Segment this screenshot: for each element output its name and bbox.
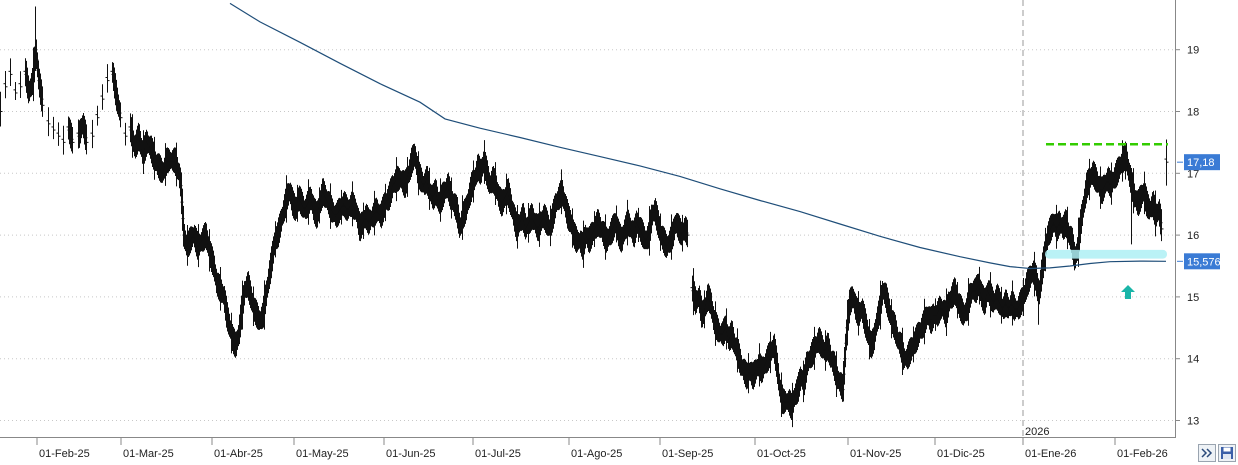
last-price-tag-label: 17,18 xyxy=(1187,157,1215,169)
x-tick-label: 01-May-25 xyxy=(296,448,349,460)
moving-average-line xyxy=(229,2,1167,270)
y-tick-label: 16 xyxy=(1187,230,1199,242)
y-tick-label: 14 xyxy=(1187,354,1199,366)
x-tick-label: 01-Ago-25 xyxy=(571,448,622,460)
y-tick-label: 18 xyxy=(1187,107,1199,119)
price-tags: 17,18 15,576 xyxy=(1177,154,1221,270)
zoom-button[interactable] xyxy=(1198,444,1216,462)
x-tick-label: 01-Jun-25 xyxy=(386,448,436,460)
double-chevron-icon xyxy=(1201,448,1213,458)
x-tick-label: 01-Mar-25 xyxy=(123,448,174,460)
y-tick-label: 17 xyxy=(1187,168,1199,180)
ma-value-tag-label: 15,576 xyxy=(1187,256,1221,268)
x-axis-ticks: 01-Feb-25 01-Mar-25 01-Abr-25 01-May-25 01-J… xyxy=(36,426,1168,460)
annotations xyxy=(1045,143,1168,299)
x-tick-label: 01-Dic-25 xyxy=(937,448,985,460)
y-axis-ticks: 13 14 15 16 17 18 19 xyxy=(1175,45,1199,428)
moving-average-path xyxy=(229,2,1167,270)
x-axis-background xyxy=(0,438,1238,465)
up-arrow-icon xyxy=(1121,285,1135,299)
y-tick-label: 19 xyxy=(1187,45,1199,57)
save-button[interactable] xyxy=(1218,444,1236,462)
year-marker-label: 2026 xyxy=(1025,426,1049,438)
x-tick-label: 01-Oct-25 xyxy=(757,448,806,460)
y-tick-label: 13 xyxy=(1187,416,1199,428)
x-tick-label: 01-Ene-26 xyxy=(1025,448,1076,460)
ma-value-tag-box xyxy=(1184,253,1220,270)
last-price-tag-box xyxy=(1184,154,1220,171)
support-zone xyxy=(1045,249,1167,259)
save-icon xyxy=(1221,447,1233,459)
x-tick-label: 01-Feb-25 xyxy=(39,448,90,460)
x-tick-label: 01-Nov-25 xyxy=(850,448,901,460)
x-tick-label: 01-Abr-25 xyxy=(214,448,263,460)
x-tick-label: 01-Feb-26 xyxy=(1117,448,1168,460)
x-tick-label: 01-Sep-25 xyxy=(662,448,713,460)
y-tick-label: 15 xyxy=(1187,292,1199,304)
x-tick-label: 01-Jul-25 xyxy=(475,448,521,460)
price-bars xyxy=(0,6,1169,428)
